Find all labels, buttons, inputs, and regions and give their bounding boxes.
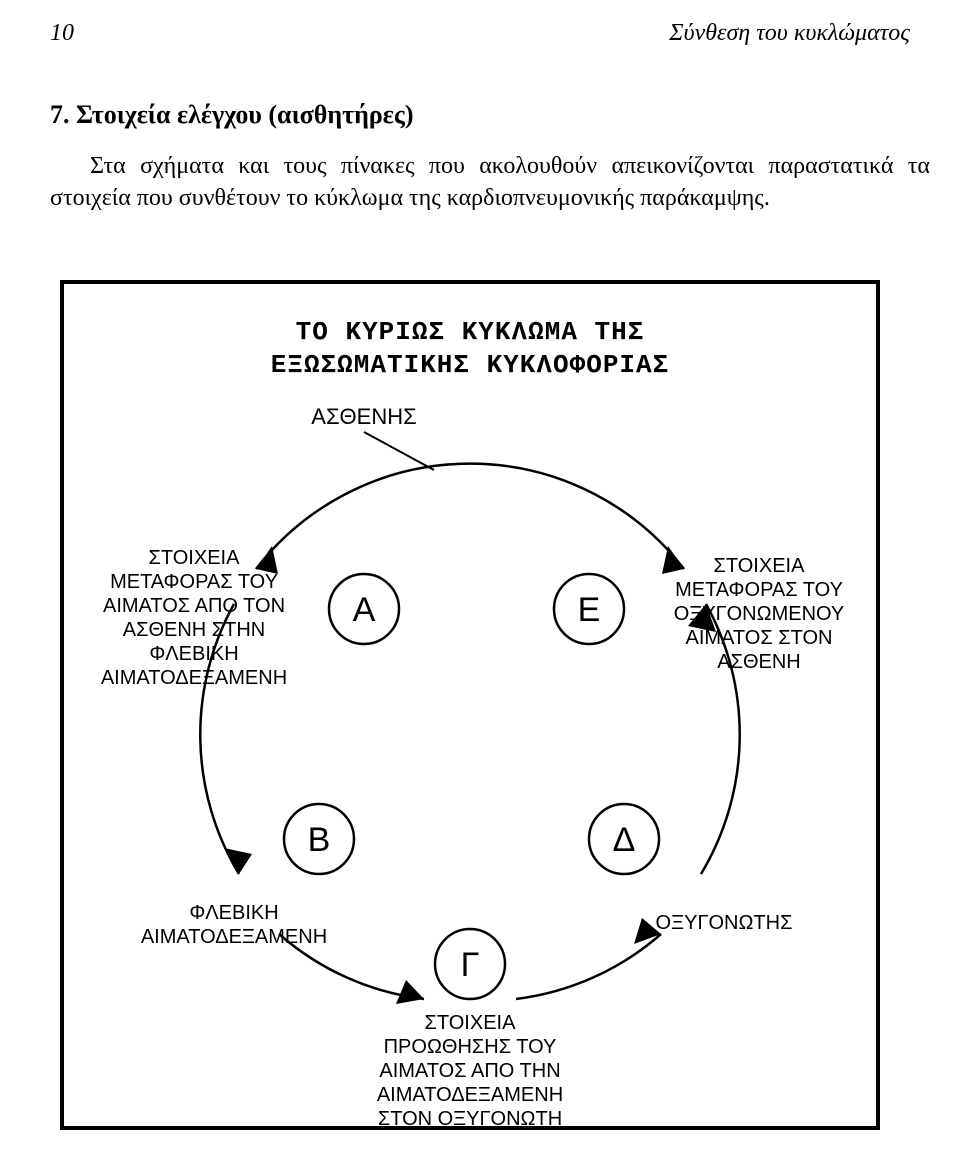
bottom-center-5: ΣΤΟΝ ΟΞΥΓΟΝΩΤΗ bbox=[378, 1108, 562, 1126]
section-heading: 7. Στοιχεία ελέγχου (αισθητήρες) bbox=[50, 100, 414, 130]
node-g-letter: Γ bbox=[461, 946, 480, 984]
arrow-bottom-left bbox=[396, 980, 424, 1004]
paragraph-text: Στα σχήματα και τους πίνακες που ακολουθ… bbox=[50, 153, 930, 211]
running-title: Σύνθεση του κυκλώματος bbox=[669, 20, 910, 47]
bottom-right-label: ΟΞΥΓΟΝΩΤΗΣ bbox=[656, 912, 793, 934]
arc-bottom-right bbox=[516, 934, 661, 999]
diagram-top-label: ΑΣΘΕΝΗΣ bbox=[311, 404, 416, 429]
arrow-top-left bbox=[256, 546, 278, 574]
bottom-center-3: ΑΙΜΑΤΟΣ ΑΠΟ ΤΗΝ bbox=[379, 1060, 560, 1082]
diagram-frame: ΤΟ ΚΥΡΙΩΣ ΚΥΚΛΩΜΑ ΤΗΣ ΕΞΩΣΩΜΑΤΙΚΗΣ ΚΥΚΛΟ… bbox=[60, 280, 880, 1130]
right-block-3: ΟΞΥΓΟΝΩΜΕΝΟΥ bbox=[674, 603, 845, 625]
diagram-svg: ΤΟ ΚΥΡΙΩΣ ΚΥΚΛΩΜΑ ΤΗΣ ΕΞΩΣΩΜΑΤΙΚΗΣ ΚΥΚΛΟ… bbox=[64, 284, 876, 1126]
node-a-letter: Α bbox=[353, 591, 376, 629]
left-block-1: ΣΤΟΙΧΕΙΑ bbox=[149, 547, 241, 569]
right-block-4: ΑΙΜΑΤΟΣ ΣΤΟΝ bbox=[686, 627, 833, 649]
left-block-6: ΑΙΜΑΤΟΔΕΞΑΜΕΝΗ bbox=[101, 667, 287, 689]
bottom-center-2: ΠΡΟΩΘΗΣΗΣ ΤΟΥ bbox=[384, 1036, 557, 1058]
left-block-2: ΜΕΤΑΦΟΡΑΣ ΤΟΥ bbox=[110, 571, 278, 593]
right-block-1: ΣΤΟΙΧΕΙΑ bbox=[714, 555, 806, 577]
bottom-center-4: ΑΙΜΑΤΟΔΕΞΑΜΕΝΗ bbox=[377, 1084, 563, 1106]
bottom-left-1: ΦΛΕΒΙΚΗ bbox=[189, 902, 278, 924]
node-b-letter: Β bbox=[308, 821, 331, 859]
bottom-left-2: ΑΙΜΑΤΟΔΕΞΑΜΕΝΗ bbox=[141, 926, 327, 948]
page-root: 10 Σύνθεση του κυκλώματος 7. Στοιχεία ελ… bbox=[0, 0, 960, 1163]
diagram-title-line2: ΕΞΩΣΩΜΑΤΙΚΗΣ ΚΥΚΛΟΦΟΡΙΑΣ bbox=[271, 350, 669, 380]
arrow-left-down bbox=[224, 848, 252, 874]
diagram-title-line1: ΤΟ ΚΥΡΙΩΣ ΚΥΚΛΩΜΑ ΤΗΣ bbox=[296, 317, 645, 347]
left-block-4: ΑΣΘΕΝΗ ΣΤΗΝ bbox=[123, 619, 266, 641]
left-block-5: ΦΛΕΒΙΚΗ bbox=[149, 643, 238, 665]
node-d-letter: Δ bbox=[613, 821, 636, 859]
right-block-5: ΑΣΘΕΝΗ bbox=[717, 651, 801, 673]
right-block-2: ΜΕΤΑΦΟΡΑΣ ΤΟΥ bbox=[675, 579, 843, 601]
top-label-line bbox=[364, 432, 434, 470]
page-number: 10 bbox=[50, 20, 74, 47]
bottom-center-1: ΣΤΟΙΧΕΙΑ bbox=[425, 1012, 517, 1034]
node-e-letter: Ε bbox=[578, 591, 601, 629]
body-paragraph: Στα σχήματα και τους πίνακες που ακολουθ… bbox=[50, 150, 930, 215]
left-block-3: ΑΙΜΑΤΟΣ ΑΠΟ ΤΟΝ bbox=[103, 595, 285, 617]
running-header: 10 Σύνθεση του κυκλώματος bbox=[50, 20, 910, 47]
arc-top bbox=[256, 464, 684, 569]
arrow-top-right bbox=[662, 546, 684, 574]
